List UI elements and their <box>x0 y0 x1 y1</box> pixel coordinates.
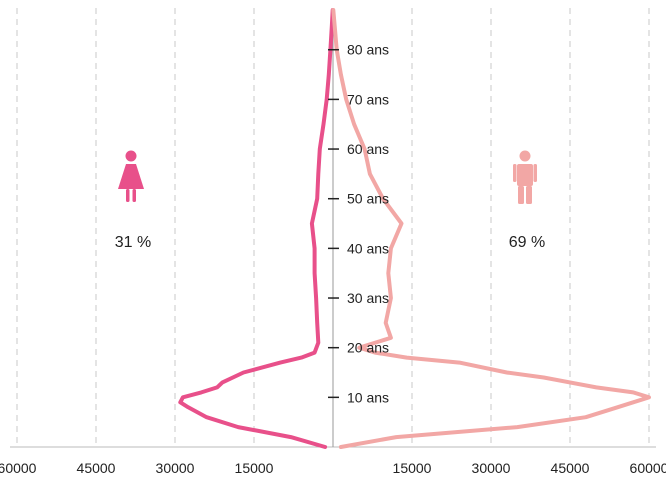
grid-lines <box>16 8 650 447</box>
age-tick-label: 50 ans <box>347 191 389 207</box>
age-tick-label: 20 ans <box>347 340 389 356</box>
age-tick-label: 80 ans <box>347 42 389 58</box>
woman-icon <box>118 150 144 202</box>
age-tick-label: 70 ans <box>347 91 389 107</box>
share-label-right: 69 % <box>509 234 545 251</box>
x-tick-label: 30000 <box>472 460 511 476</box>
age-axis-ticks: 10 ans 20 ans 30 ans 40 ans 50 ans 60 ans 70 a… <box>328 42 389 405</box>
x-tick-label: 45000 <box>77 460 116 476</box>
x-tick-label: 15000 <box>235 460 274 476</box>
age-tick-label: 60 ans <box>347 141 389 157</box>
series-lines <box>178 8 651 449</box>
man-icon <box>513 150 537 204</box>
x-tick-label: 60000 <box>0 460 37 476</box>
x-tick-label: 30000 <box>156 460 195 476</box>
age-tick-label: 30 ans <box>347 290 389 306</box>
age-tick-label: 10 ans <box>347 389 389 405</box>
series-line-right <box>331 8 651 449</box>
share-label-left: 31 % <box>115 234 151 251</box>
age-tick-label: 40 ans <box>347 240 389 256</box>
series-line-left <box>178 8 335 449</box>
axes <box>10 8 656 448</box>
x-tick-label: 15000 <box>393 460 432 476</box>
x-axis-ticks: 60000 45000 30000 15000 15000 30000 45000 60000 <box>0 460 666 476</box>
gender-icons: 31 % 69 % <box>115 150 545 251</box>
x-tick-label: 45000 <box>551 460 590 476</box>
x-tick-label: 60000 <box>630 460 666 476</box>
